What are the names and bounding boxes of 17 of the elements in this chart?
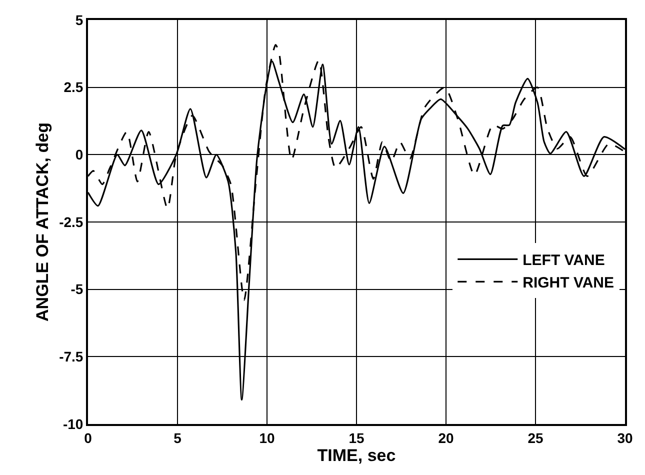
y-axis-title: ANGLE OF ATTACK, deg [33,122,52,322]
x-tick-label: 15 [348,430,364,446]
x-axis-title: TIME, sec [317,446,396,465]
legend-label: RIGHT VANE [522,274,614,292]
y-tick-label: 2.5 [64,79,84,96]
y-tick-label: -7.5 [59,348,84,365]
x-tick-label: 10 [259,430,275,446]
y-tick-label: 0 [75,146,84,163]
legend-label: LEFT VANE [522,252,605,270]
y-tick-label: -5 [70,281,84,298]
x-tick-label: 5 [174,430,182,446]
x-tick-label: 20 [438,430,454,446]
x-tick-label: 25 [528,430,544,446]
y-tick-label: -2.5 [59,214,84,230]
y-tick-label: 5 [75,12,84,28]
y-tick-label: -10 [62,416,84,432]
x-tick-label: 30 [617,430,633,446]
